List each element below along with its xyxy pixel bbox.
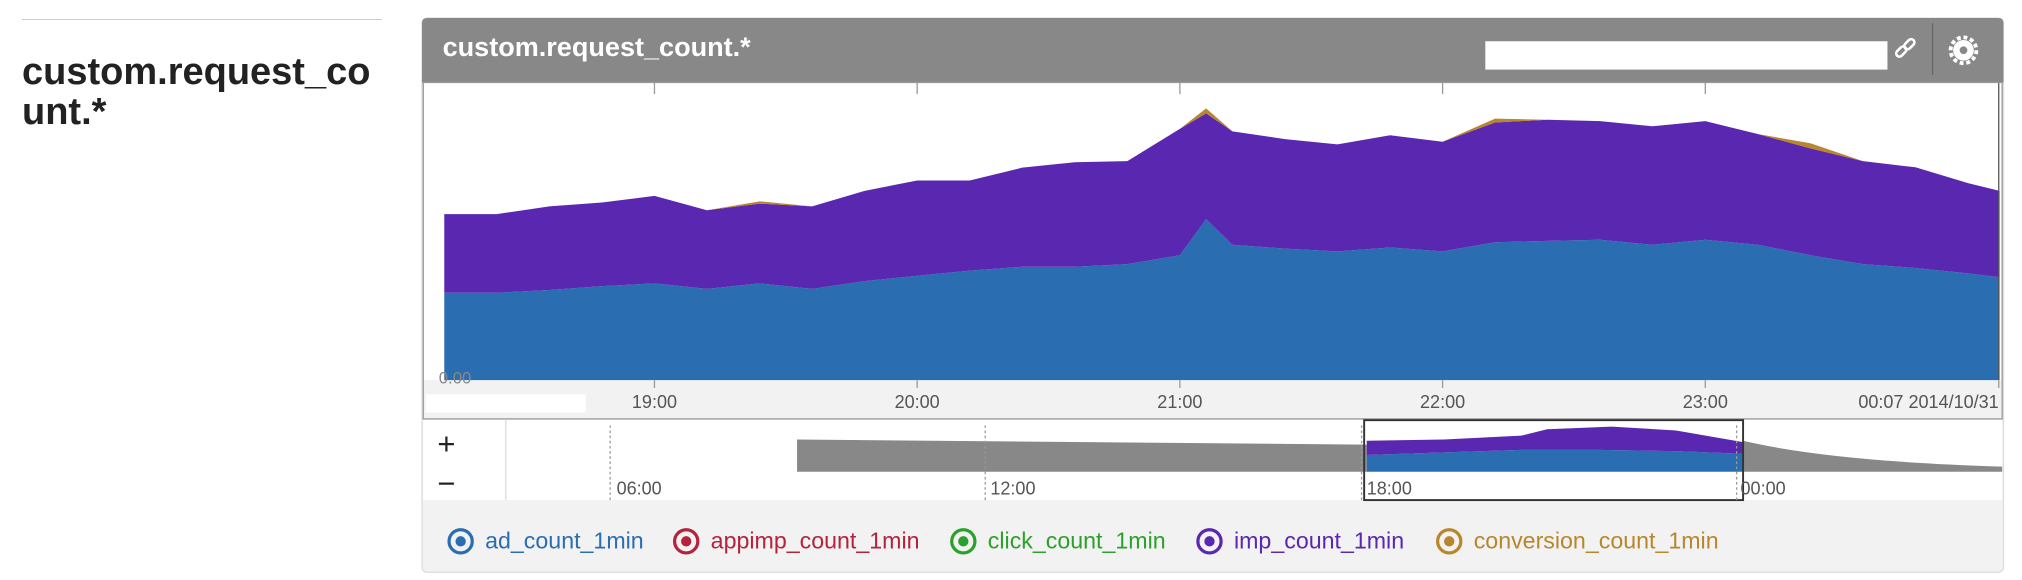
range-input[interactable]	[425, 394, 586, 413]
area	[444, 113, 2000, 293]
legend-swatch	[1444, 536, 1455, 547]
page-heading: custom.request_count.*	[22, 51, 371, 133]
legend-swatch	[958, 536, 969, 547]
x-tick-label: 22:00	[1420, 392, 1465, 412]
navigator-tick-label: 06:00	[617, 479, 662, 499]
x-tick-label: 00:07 2014/10/31	[1858, 392, 1998, 412]
area	[444, 219, 2000, 381]
x-tick-label: 20:00	[895, 392, 940, 412]
navigator-grid	[609, 425, 1738, 501]
navigator-tick-label: 00:00	[1741, 479, 1786, 499]
zoom-in-button[interactable]: +	[437, 426, 455, 461]
navigator-window-area	[1366, 449, 1744, 472]
y-tick-label: 0.00	[439, 368, 472, 387]
legend-swatch	[1196, 528, 1223, 555]
legend-swatch	[1436, 528, 1463, 555]
plot	[444, 82, 2000, 381]
navigator-window[interactable]	[1363, 419, 1745, 502]
link-icon[interactable]	[1894, 37, 1916, 58]
navigator-tick-label: 18:00	[1367, 479, 1412, 499]
navigator-area	[797, 439, 1367, 472]
legend-label[interactable]: click_count_1min	[988, 528, 1166, 554]
legend-swatch	[672, 528, 700, 555]
panel-title: custom.request_count.*	[443, 32, 752, 62]
legend-swatch	[681, 536, 692, 547]
legend-label[interactable]: appimp_count_1min	[711, 528, 920, 554]
x-tick-label: 21:00	[1157, 392, 1202, 412]
navigator-tick-label: 12:00	[990, 479, 1035, 499]
x-tick-label: 23:00	[1683, 392, 1728, 412]
link-input[interactable]	[1485, 41, 1888, 70]
plot-border	[422, 81, 2003, 420]
x-tick-label: 19:00	[632, 392, 677, 412]
legend-swatch	[455, 536, 466, 547]
zoom-out-button[interactable]: −	[437, 466, 455, 501]
divider	[22, 19, 382, 20]
navigator-area	[1743, 440, 2003, 472]
legend-swatch	[950, 528, 977, 555]
navigator-window-area	[1366, 426, 1744, 455]
legend-label[interactable]: imp_count_1min	[1234, 528, 1404, 554]
x-axis-strip	[423, 380, 2003, 419]
legend-swatch	[447, 528, 474, 555]
settings-icon[interactable]	[1948, 35, 1979, 66]
legend-swatch	[1204, 536, 1215, 547]
legend-label[interactable]: conversion_count_1min	[1474, 528, 1719, 554]
legend: ad_count_1min appimp_count_1min click_coun…	[447, 528, 1719, 555]
legend-label[interactable]: ad_count_1min	[485, 528, 644, 554]
